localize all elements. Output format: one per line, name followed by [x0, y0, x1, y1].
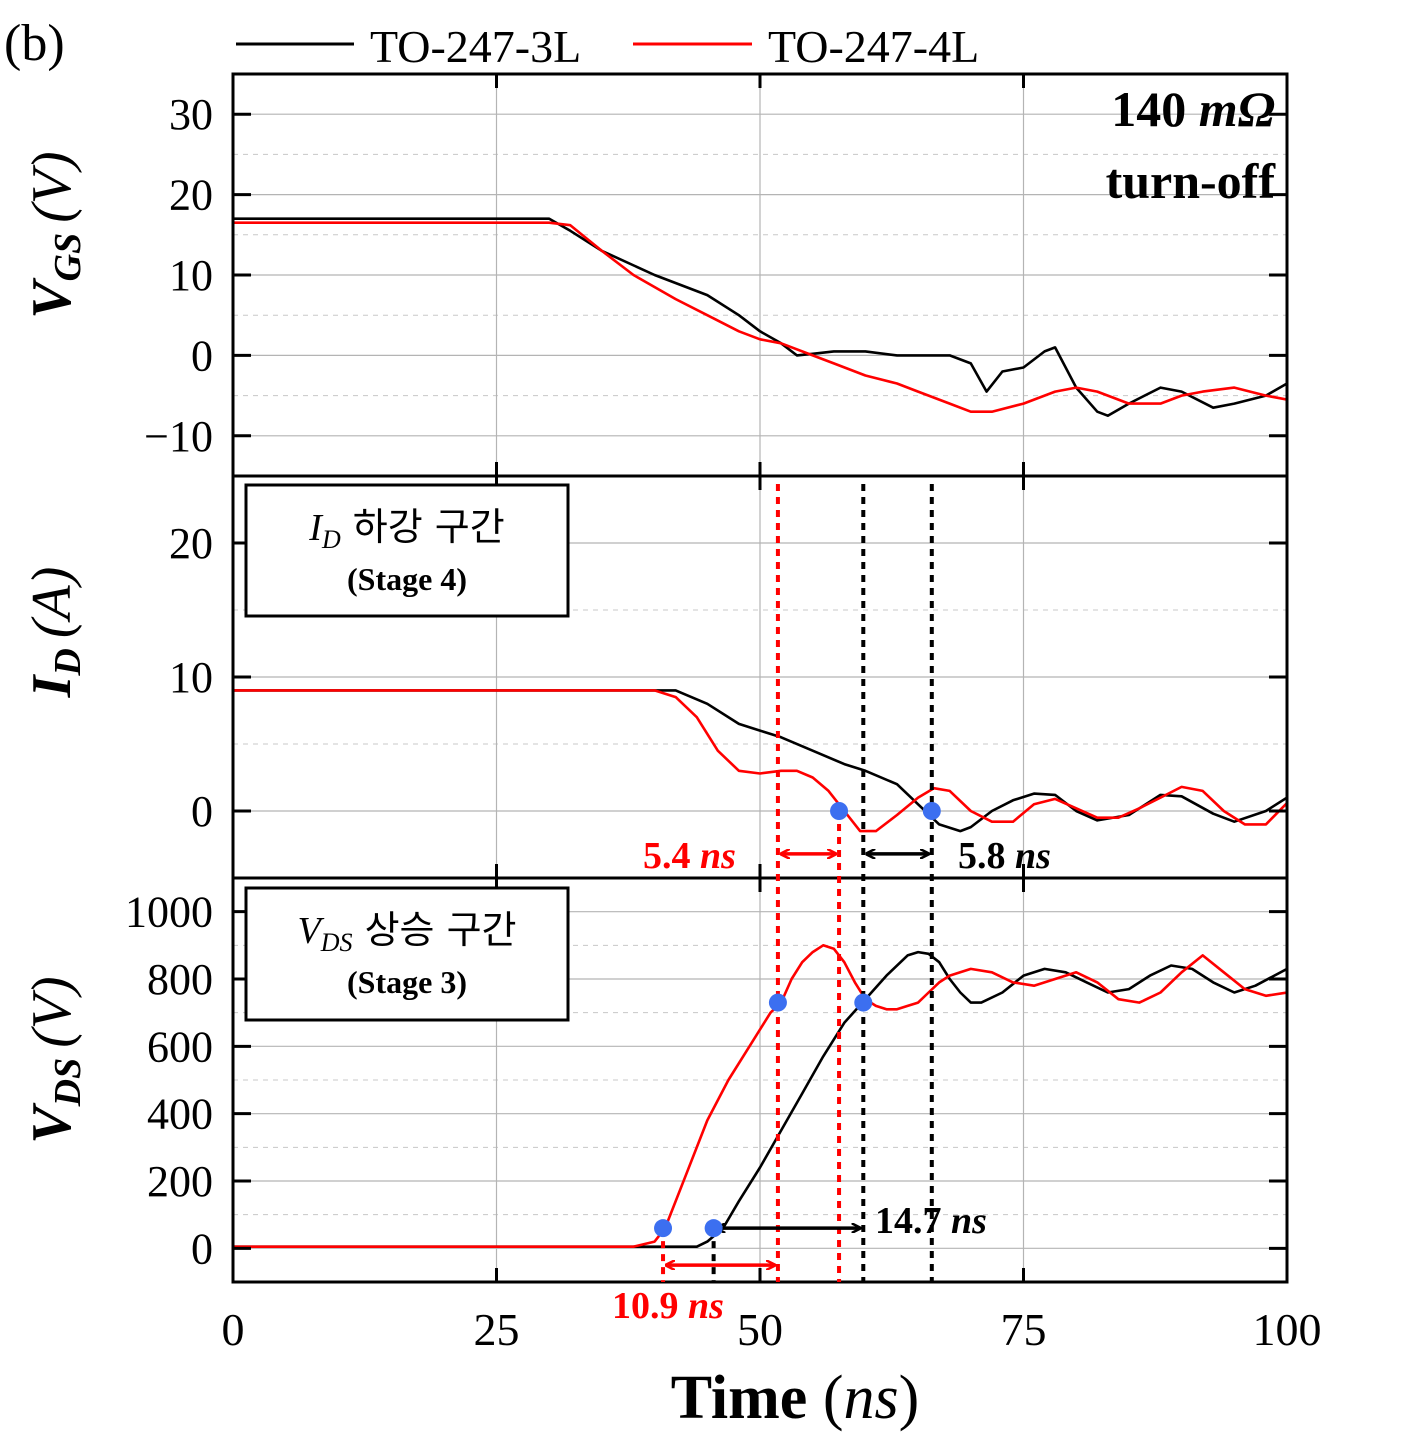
stage3-symbol: V	[298, 910, 325, 952]
series-line-vds-4l	[233, 943, 1287, 1248]
annotation-marker	[654, 1219, 673, 1238]
x-axis-title-unit: ns	[843, 1364, 898, 1432]
y-tick-label: 600	[147, 1022, 213, 1071]
x-axis-title-close: )	[899, 1364, 920, 1432]
stage4-box-frame	[244, 483, 570, 618]
dt-vds-red-value: 10.9	[612, 1285, 688, 1327]
y-title-vgs-main: V	[21, 277, 83, 319]
y-title-vgs-unit: (V)	[21, 151, 83, 223]
y-title-id-text: ID (A)	[21, 567, 89, 699]
stage4-symbol: I	[308, 507, 324, 549]
x-tick-label: 100	[1253, 1304, 1322, 1355]
stage3-text: 상승 구간	[353, 908, 517, 952]
stage3-stage: (Stage 3)	[347, 964, 467, 1000]
annotation-marker	[922, 802, 941, 820]
x-axis-title-space: (	[807, 1364, 843, 1432]
y-tick-label: −10	[144, 412, 213, 461]
dt-id-red-value: 5.4	[643, 835, 700, 877]
annotation-marker	[704, 1219, 723, 1238]
vgs-panel: −10 0 10 20 30	[144, 72, 1289, 478]
stage4-text: 하강 구간	[341, 505, 505, 549]
x-axis: 0 25 50 75 100	[222, 1304, 1322, 1355]
legend: TO-247-3L TO-247-4L	[236, 21, 979, 72]
y-title-vds-text: VDS (V)	[21, 976, 89, 1143]
stage3-box-frame	[244, 886, 570, 1022]
dt-vds-red-unit: ns	[688, 1285, 724, 1327]
corner-note: 140 mΩ turn-off	[1106, 81, 1277, 209]
dt-id-black-value: 5.8	[958, 835, 1015, 877]
series-line-vgs-4l	[233, 221, 1287, 414]
series-line-id-3l	[233, 689, 1287, 833]
stage3-title: VDS 상승 구간	[298, 908, 517, 957]
corner-note-line2: turn-off	[1106, 153, 1277, 209]
x-tick-label: 50	[737, 1304, 783, 1355]
dt-vds-black-label: 14.7 ns	[875, 1200, 987, 1242]
legend-label-3l: TO-247-3L	[370, 21, 581, 72]
corner-note-unit: mΩ	[1199, 81, 1275, 137]
y-tick-label: 0	[191, 1224, 213, 1273]
y-title-vds-unit: (V)	[21, 976, 83, 1048]
y-title-id-sub: D	[47, 648, 89, 676]
x-axis-title-main: Time	[671, 1364, 808, 1432]
y-title-vds: VDS (V)	[21, 976, 89, 1143]
y-title-vgs-text: VGS (V)	[21, 151, 89, 318]
y-tick-label: 30	[169, 90, 213, 139]
series-line-vgs-3l	[233, 217, 1287, 418]
panel-label: (b)	[4, 15, 65, 72]
x-tick-label: 25	[474, 1304, 520, 1355]
dt-id-black-unit: ns	[1015, 835, 1051, 877]
dt-vds-black-unit: ns	[951, 1200, 987, 1242]
y-tick-label: 10	[169, 251, 213, 300]
y-title-vds-sub: DS	[47, 1058, 89, 1108]
dt-id-black-label: 5.8 ns	[958, 835, 1051, 877]
y-title-vgs-sub: GS	[47, 233, 89, 282]
stage4-symbol-sub: D	[321, 525, 341, 554]
annotation-marker	[768, 993, 787, 1012]
y-tick-label: 200	[147, 1157, 213, 1206]
annotation-marker	[830, 802, 849, 820]
dt-vds-black-value: 14.7	[875, 1200, 951, 1242]
y-title-id-main: I	[21, 673, 83, 698]
dt-vds-red-label: 10.9 ns	[612, 1285, 724, 1327]
legend-label-4l: TO-247-4L	[768, 21, 979, 72]
y-title-vds-main: V	[21, 1102, 83, 1144]
series-line-id-4l	[233, 689, 1287, 833]
y-tick-label: 10	[169, 653, 213, 702]
stage3-box: VDS 상승 구간 (Stage 3)	[244, 886, 570, 1022]
stage4-title: ID 하강 구간	[308, 505, 504, 554]
y-tick-label: 1000	[125, 888, 213, 937]
corner-note-line1: 140 mΩ	[1111, 81, 1275, 137]
y-tick-label: 800	[147, 955, 213, 1004]
y-title-id-unit: (A)	[21, 567, 83, 639]
y-tick-label: 20	[169, 519, 213, 568]
annotations	[654, 484, 941, 1282]
dt-id-red-unit: ns	[700, 835, 736, 877]
y-title-id: ID (A)	[21, 567, 89, 699]
series-line-vds-3l	[233, 950, 1287, 1248]
stage3-symbol-sub: DS	[320, 928, 353, 957]
x-tick-label: 0	[222, 1304, 245, 1355]
y-tick-label: 0	[191, 331, 213, 380]
y-tick-label: 0	[191, 787, 213, 836]
annotation-marker	[854, 993, 873, 1012]
y-tick-label: 400	[147, 1090, 213, 1139]
corner-note-num: 140	[1111, 81, 1199, 137]
y-title-vgs: VGS (V)	[21, 151, 89, 318]
y-tick-label: 20	[169, 171, 213, 220]
dt-id-red-label: 5.4 ns	[643, 835, 736, 877]
x-tick-label: 75	[1001, 1304, 1047, 1355]
x-axis-title: Time (ns)	[671, 1364, 920, 1432]
stage4-box: ID 하강 구간 (Stage 4)	[244, 483, 570, 618]
stage4-stage: (Stage 4)	[347, 561, 467, 597]
